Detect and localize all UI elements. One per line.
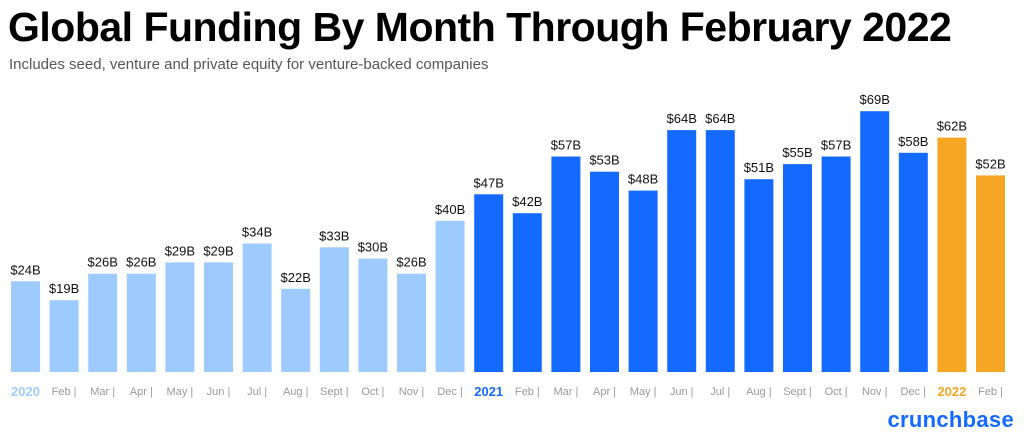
data-label-12: $47B xyxy=(474,175,504,190)
tick-label-8: Sept | xyxy=(320,386,349,398)
data-label-17: $64B xyxy=(667,111,697,126)
tick-label-20: Sept | xyxy=(783,386,812,398)
bar-17 xyxy=(667,130,697,372)
tick-label-9: Oct | xyxy=(361,386,384,398)
bar-19 xyxy=(744,179,774,372)
tick-label-15: Apr | xyxy=(593,386,616,398)
data-label-25: $52B xyxy=(975,156,1005,171)
bar-20 xyxy=(783,164,812,372)
tick-label-24: 2022 xyxy=(937,384,966,399)
bar-14 xyxy=(551,156,581,372)
tick-label-10: Nov | xyxy=(399,386,424,398)
tick-label-19: Aug | xyxy=(746,386,772,398)
tick-label-1: Feb | xyxy=(52,386,77,398)
data-label-16: $48B xyxy=(628,172,658,187)
data-label-21: $57B xyxy=(821,138,851,153)
bar-10 xyxy=(397,273,426,372)
tick-label-12: 2021 xyxy=(474,384,503,399)
chart-subtitle: Includes seed, venture and private equit… xyxy=(9,56,489,73)
data-label-1: $19B xyxy=(49,281,79,296)
tick-label-16: May | xyxy=(630,386,657,398)
bar-0 xyxy=(11,281,40,372)
bar-24 xyxy=(937,137,967,372)
tick-label-25: Feb | xyxy=(978,386,1003,398)
data-label-22: $69B xyxy=(860,92,890,107)
bar-8 xyxy=(319,247,349,372)
bar-12 xyxy=(474,194,504,372)
tick-label-2: Mar | xyxy=(90,386,115,398)
bar-6 xyxy=(242,243,272,372)
data-label-3: $26B xyxy=(126,255,156,270)
bar-3 xyxy=(126,273,156,372)
data-label-7: $22B xyxy=(281,270,311,285)
bar-9 xyxy=(358,258,388,372)
tick-label-14: Mar | xyxy=(553,386,578,398)
bar-7 xyxy=(281,288,311,372)
bar-22 xyxy=(860,111,890,372)
data-label-8: $33B xyxy=(319,228,349,243)
tick-label-5: Jun | xyxy=(207,386,231,398)
bar-1 xyxy=(49,300,79,372)
tick-label-13: Feb | xyxy=(515,386,540,398)
data-label-13: $42B xyxy=(512,194,542,209)
data-label-4: $29B xyxy=(165,243,195,258)
bar-25 xyxy=(976,175,1005,372)
data-label-0: $24B xyxy=(10,262,40,277)
bar-23 xyxy=(898,152,928,372)
tick-label-7: Aug | xyxy=(283,386,309,398)
data-label-19: $51B xyxy=(744,160,774,175)
tick-label-11: Dec | xyxy=(437,386,462,398)
bar-21 xyxy=(821,156,851,372)
bar-16 xyxy=(628,190,658,372)
data-label-14: $57B xyxy=(551,138,581,153)
tick-label-6: Jul | xyxy=(247,386,267,398)
tick-label-18: Jul | xyxy=(710,386,730,398)
data-label-11: $40B xyxy=(435,202,465,217)
tick-label-22: Nov | xyxy=(862,386,887,398)
chart-title: Global Funding By Month Through February… xyxy=(8,4,952,50)
tick-label-23: Dec | xyxy=(901,386,926,398)
data-label-18: $64B xyxy=(705,111,735,126)
tick-label-4: May | xyxy=(167,386,194,398)
bar-4 xyxy=(165,262,195,372)
data-label-9: $30B xyxy=(358,240,388,255)
data-label-10: $26B xyxy=(396,255,426,270)
bar-11 xyxy=(435,220,465,372)
data-label-2: $26B xyxy=(88,255,118,270)
bar-18 xyxy=(705,130,735,372)
tick-label-0: 2020 xyxy=(11,384,40,399)
data-label-5: $29B xyxy=(203,243,233,258)
data-label-6: $34B xyxy=(242,225,272,240)
bar-15 xyxy=(590,171,619,372)
data-label-23: $58B xyxy=(898,134,928,149)
crunchbase-logo: crunchbase xyxy=(887,407,1014,432)
data-label-24: $62B xyxy=(937,119,967,134)
bar-5 xyxy=(204,262,233,372)
bar-13 xyxy=(512,213,542,372)
bar-2 xyxy=(88,273,118,372)
tick-label-21: Oct | xyxy=(825,386,848,398)
data-label-15: $53B xyxy=(589,153,619,168)
data-label-20: $55B xyxy=(782,145,812,160)
tick-label-17: Jun | xyxy=(670,386,694,398)
tick-label-3: Apr | xyxy=(130,386,153,398)
